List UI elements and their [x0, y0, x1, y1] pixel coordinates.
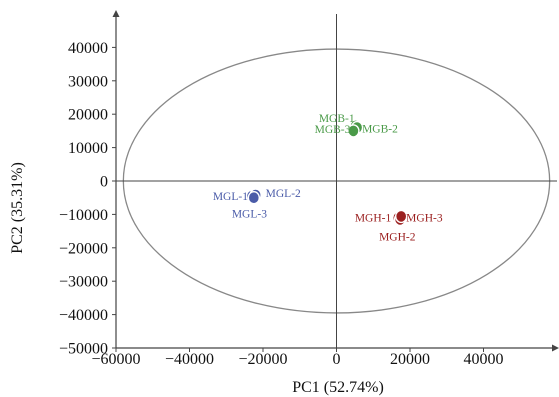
x-tick-label: 20000: [390, 351, 430, 368]
data-point-mgl-3: [247, 190, 261, 205]
point-label: MGB-1: [319, 113, 355, 125]
y-axis-arrow-icon: [112, 10, 120, 17]
point-label: MGL-1: [213, 191, 248, 203]
y-tick-label: −50000: [59, 341, 108, 358]
y-tick-label: 0: [100, 174, 108, 191]
point-label: MGB-2: [362, 124, 398, 136]
point-label: MGL-3: [232, 209, 267, 221]
y-axis-title: PC2 (35.31%): [9, 162, 26, 254]
point-label: MGL-2: [266, 188, 301, 200]
y-tick-label: 30000: [68, 73, 108, 90]
x-tick-label: −60000: [91, 351, 140, 368]
x-axis-arrow-icon: [552, 344, 559, 352]
y-tick-label: 20000: [68, 107, 108, 124]
y-tick-label: 10000: [68, 140, 108, 157]
data-point-mgh-3: [394, 209, 408, 224]
data-point-mgb-3: [347, 124, 360, 138]
point-label: MGH-1: [355, 213, 392, 225]
y-tick-label: 40000: [68, 40, 108, 57]
x-tick-label: −40000: [165, 351, 214, 368]
point-label: MGH-2: [379, 231, 416, 243]
x-tick-label: −20000: [238, 351, 287, 368]
x-tick-label: 0: [333, 351, 341, 368]
point-label: MGH-3: [406, 212, 443, 224]
y-tick-label: −10000: [59, 207, 108, 224]
y-tick-label: −20000: [59, 240, 108, 257]
x-tick-label: 40000: [464, 351, 504, 368]
y-tick-label: −40000: [59, 307, 108, 324]
x-axis-title: PC1 (52.74%): [292, 379, 384, 396]
y-tick-label: −30000: [59, 274, 108, 291]
point-label: MGB-3: [315, 124, 351, 136]
